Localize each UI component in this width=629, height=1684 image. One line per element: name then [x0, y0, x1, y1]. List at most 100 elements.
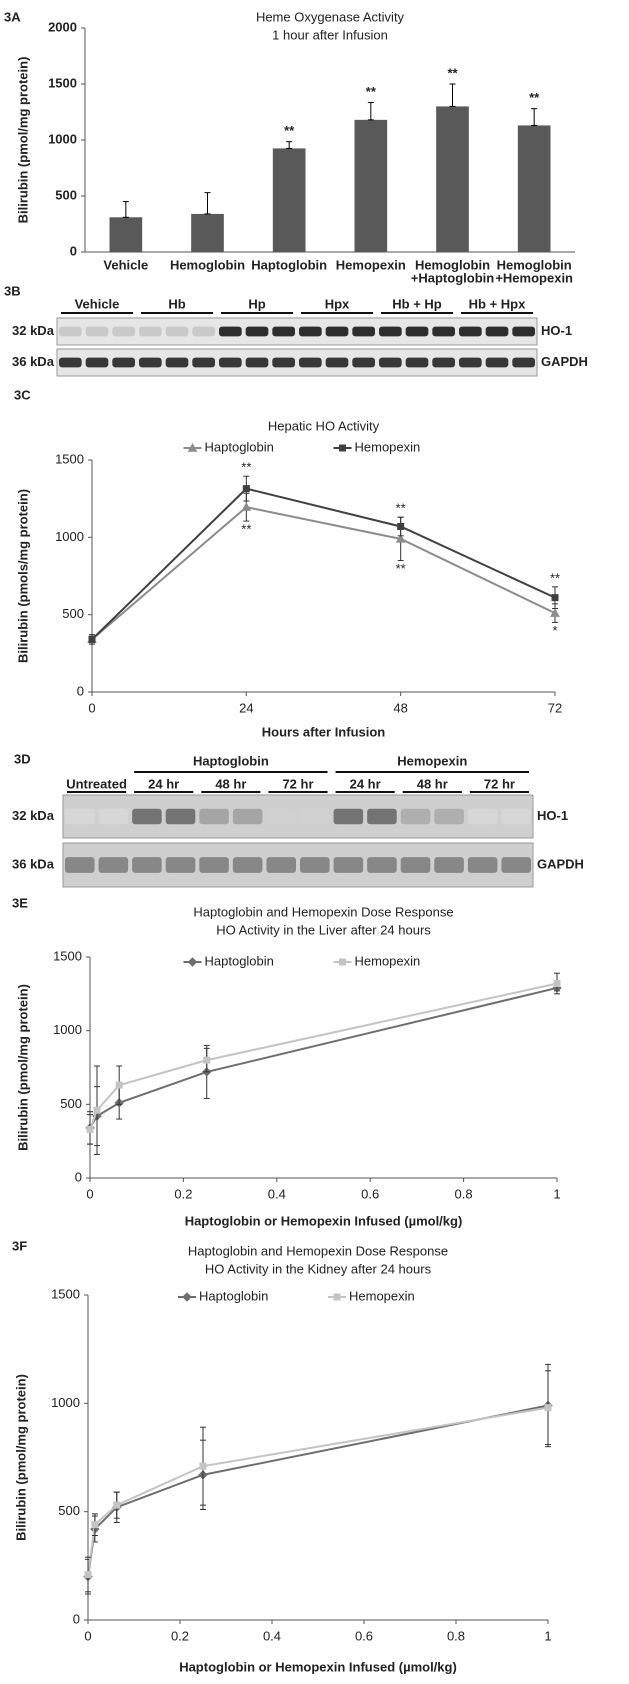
blot-band	[468, 857, 498, 873]
chart-title: Haptoglobin and Hemopexin Dose Response	[188, 1243, 448, 1258]
blot-band	[512, 358, 535, 368]
blot-band	[99, 857, 129, 873]
bar	[355, 120, 388, 252]
significance-label: **	[396, 561, 406, 576]
blot-band	[334, 809, 364, 824]
blot-band	[300, 857, 330, 873]
blot-band	[192, 358, 215, 368]
blot-band	[166, 358, 189, 368]
blot-band	[166, 327, 189, 337]
lane-label: 48 hr	[417, 776, 448, 791]
blot-band	[233, 857, 263, 873]
y-tick-label: 500	[55, 187, 77, 202]
y-axis-title: Bilirubin (pmol/mg protein)	[15, 984, 30, 1151]
y-tick-label: 1000	[55, 529, 84, 544]
significance-label: *	[552, 623, 557, 638]
blot-band	[406, 327, 429, 337]
error-bar	[205, 193, 211, 214]
lane-label: 72 hr	[484, 776, 515, 791]
significance-label: **	[550, 570, 560, 585]
y-tick-label: 1500	[48, 75, 77, 90]
error-bar	[450, 84, 456, 106]
blot-band	[166, 809, 196, 824]
bar	[436, 106, 469, 252]
series-line	[88, 1408, 548, 1575]
kda-label: 36 kDa	[12, 856, 55, 871]
lane-label: Hpx	[325, 296, 350, 311]
x-tick-label: 0.8	[455, 1186, 473, 1201]
blot-band	[459, 358, 482, 368]
x-tick-label: 0.4	[268, 1186, 286, 1201]
legend-label: Hemopexin	[355, 953, 421, 968]
chart-title: 1 hour after Infusion	[272, 27, 388, 42]
series-line	[88, 1406, 548, 1577]
y-tick-label: 1500	[53, 948, 82, 963]
x-tick-label: 0	[84, 1628, 91, 1643]
bar	[273, 148, 306, 252]
marker	[92, 1522, 98, 1528]
lane-label: Hp	[248, 296, 265, 311]
blot-band	[334, 857, 364, 873]
significance-label: **	[284, 123, 295, 138]
marker	[398, 524, 404, 530]
x-tick-label: Hemoglobin	[170, 257, 245, 272]
marker	[94, 1107, 100, 1113]
chart-title: Heme Oxygenase Activity	[256, 9, 405, 24]
marker	[554, 981, 560, 987]
marker	[189, 958, 197, 966]
marker	[200, 1463, 206, 1469]
blot-band	[59, 358, 82, 368]
x-tick-label: 0.4	[263, 1628, 281, 1643]
group-label: Haptoglobin	[193, 753, 269, 768]
blot-band	[112, 327, 135, 337]
blot-band	[379, 327, 402, 337]
lane-label: 48 hr	[215, 776, 246, 791]
significance-label: **	[447, 65, 458, 80]
x-axis-title: Hours after Infusion	[262, 724, 386, 739]
blot-band	[326, 358, 349, 368]
blot-band	[486, 358, 509, 368]
x-tick-label: 0.2	[171, 1628, 189, 1643]
blot-band	[65, 809, 95, 824]
x-tick-label: 0.6	[361, 1186, 379, 1201]
legend-label: Hemopexin	[355, 439, 421, 454]
blot-band	[166, 857, 196, 873]
lane-label: Hb	[168, 296, 185, 311]
marker	[116, 1082, 122, 1088]
marker	[243, 486, 249, 492]
kda-label: 36 kDa	[12, 354, 55, 369]
x-tick-label: Vehicle	[103, 257, 148, 272]
blot-band	[367, 857, 397, 873]
legend-label: Haptoglobin	[205, 953, 274, 968]
marker	[114, 1502, 120, 1508]
protein-label: GAPDH	[537, 856, 584, 871]
blot-band	[139, 358, 162, 368]
panel-label: 3B	[4, 283, 21, 298]
x-tick-label: Hemopexin	[336, 257, 406, 272]
series-line	[92, 489, 555, 640]
y-tick-label: 0	[75, 1169, 82, 1184]
panel-label: 3C	[14, 387, 31, 402]
error-bar	[368, 102, 374, 119]
lane-label: Vehicle	[75, 296, 120, 311]
panel-label: 3F	[12, 1238, 27, 1253]
blot-band	[401, 809, 431, 824]
x-tick-label: +Haptoglobin	[411, 270, 494, 285]
y-tick-label: 1000	[51, 1395, 80, 1410]
blot-band	[401, 857, 431, 873]
chart-title: Haptoglobin and Hemopexin Dose Response	[193, 904, 453, 919]
group-label: Hemopexin	[397, 753, 467, 768]
x-tick-label: Haptoglobin	[251, 257, 327, 272]
x-axis-title: Haptoglobin or Hemopexin Infused (µmol/k…	[185, 1213, 463, 1228]
lane-label: 72 hr	[282, 776, 313, 791]
blot-band	[406, 358, 429, 368]
lane-label: Hb + Hp	[392, 296, 442, 311]
marker	[85, 1572, 91, 1578]
blot-band	[233, 809, 263, 824]
blot-band	[99, 809, 129, 824]
series-line	[90, 988, 557, 1128]
protein-label: HO-1	[541, 323, 572, 338]
lane-label: 24 hr	[148, 776, 179, 791]
figure: 3AHeme Oxygenase Activity1 hour after In…	[0, 0, 629, 1684]
marker	[545, 1405, 551, 1411]
